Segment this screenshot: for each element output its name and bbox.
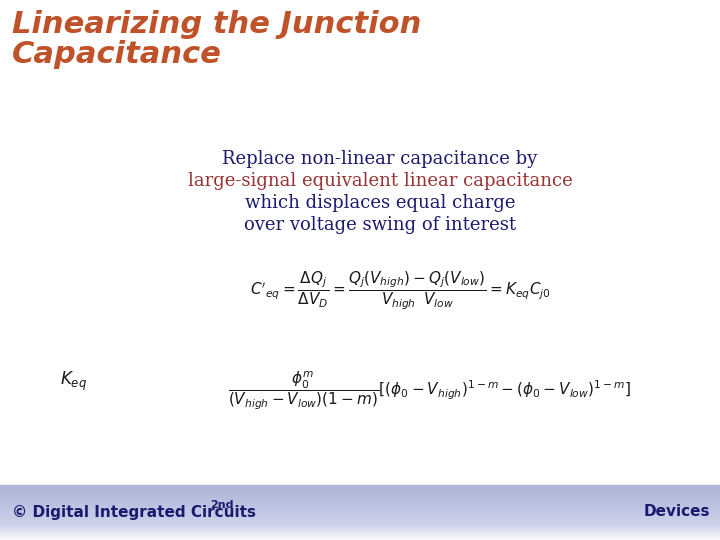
- Bar: [0, 491, 720, 492]
- Bar: [0, 507, 720, 508]
- Bar: [0, 505, 720, 507]
- Text: $\dfrac{\phi_0^m}{(V_{high} - V_{low})(1-m)}[(\phi_0 - V_{high})^{1-m} - (\phi_0: $\dfrac{\phi_0^m}{(V_{high} - V_{low})(1…: [228, 370, 631, 413]
- Bar: [0, 518, 720, 519]
- Text: Linearizing the Junction: Linearizing the Junction: [12, 10, 421, 39]
- Bar: [0, 509, 720, 510]
- Bar: [0, 538, 720, 539]
- Bar: [0, 524, 720, 525]
- Bar: [0, 532, 720, 533]
- Bar: [0, 535, 720, 536]
- Bar: [0, 513, 720, 514]
- Bar: [0, 534, 720, 535]
- Text: $K_{eq}$: $K_{eq}$: [60, 370, 87, 393]
- Bar: [0, 528, 720, 529]
- Bar: [0, 517, 720, 518]
- Text: 2nd: 2nd: [210, 500, 233, 510]
- Bar: [0, 520, 720, 521]
- Bar: [0, 485, 720, 487]
- Bar: [0, 530, 720, 531]
- Bar: [0, 499, 720, 500]
- Bar: [0, 533, 720, 534]
- Text: Replace non-linear capacitance by: Replace non-linear capacitance by: [222, 150, 538, 168]
- Bar: [0, 516, 720, 517]
- Bar: [0, 531, 720, 532]
- Bar: [0, 498, 720, 499]
- Bar: [0, 539, 720, 540]
- Bar: [0, 493, 720, 494]
- Text: Devices: Devices: [644, 504, 710, 519]
- Bar: [0, 502, 720, 503]
- Bar: [0, 514, 720, 515]
- Bar: [0, 501, 720, 502]
- Bar: [0, 490, 720, 491]
- Bar: [0, 537, 720, 538]
- Text: over voltage swing of interest: over voltage swing of interest: [244, 216, 516, 234]
- Bar: [0, 526, 720, 527]
- Bar: [0, 487, 720, 488]
- Text: Capacitance: Capacitance: [12, 40, 222, 69]
- Bar: [0, 504, 720, 505]
- Bar: [0, 492, 720, 493]
- Bar: [0, 522, 720, 523]
- Bar: [0, 497, 720, 498]
- Bar: [0, 500, 720, 501]
- Bar: [0, 523, 720, 524]
- Bar: [0, 510, 720, 511]
- Bar: [0, 495, 720, 496]
- Text: $C'_{eq} = \dfrac{\Delta Q_j}{\Delta V_D} = \dfrac{Q_j(V_{high}) - Q_j(V_{low})}: $C'_{eq} = \dfrac{\Delta Q_j}{\Delta V_D…: [250, 270, 550, 312]
- Text: © Digital Integrated Circuits: © Digital Integrated Circuits: [12, 504, 256, 519]
- Bar: [0, 503, 720, 504]
- Bar: [0, 511, 720, 512]
- Bar: [0, 512, 720, 513]
- Bar: [0, 489, 720, 490]
- Text: which displaces equal charge: which displaces equal charge: [245, 194, 516, 212]
- Bar: [0, 508, 720, 509]
- Bar: [0, 521, 720, 522]
- Bar: [0, 519, 720, 520]
- Bar: [0, 527, 720, 528]
- Bar: [0, 536, 720, 537]
- Bar: [0, 529, 720, 530]
- Bar: [0, 525, 720, 526]
- Bar: [0, 515, 720, 516]
- Bar: [0, 496, 720, 497]
- Bar: [0, 494, 720, 495]
- Bar: [0, 488, 720, 489]
- Text: large-signal equivalent linear capacitance: large-signal equivalent linear capacitan…: [188, 172, 572, 190]
